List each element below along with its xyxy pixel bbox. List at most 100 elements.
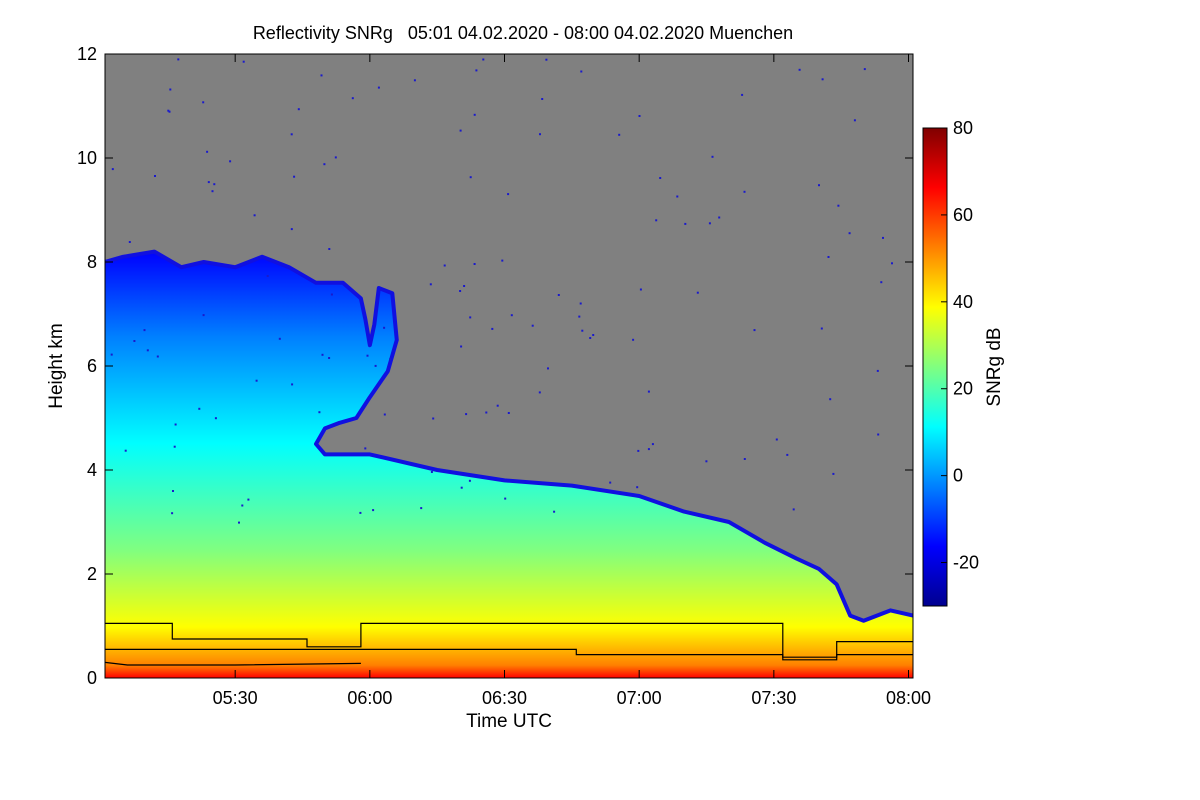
noise-speckle	[430, 471, 433, 473]
noise-speckle	[330, 293, 333, 296]
noise-speckle	[510, 314, 513, 317]
colorbar-tick-label: 60	[953, 205, 973, 225]
noise-speckle	[775, 438, 778, 441]
noise-speckle	[469, 176, 472, 179]
y-tick-label: 10	[77, 148, 97, 168]
x-tick-label: 07:00	[617, 688, 662, 708]
noise-speckle	[320, 74, 323, 77]
noise-speckle	[491, 327, 494, 330]
noise-speckle	[482, 58, 485, 61]
noise-speckle	[377, 86, 380, 89]
series-line-lower	[105, 661, 361, 666]
x-tick-label: 07:30	[751, 688, 796, 708]
y-tick-label: 0	[87, 668, 97, 688]
cloud-region	[105, 251, 913, 678]
noise-speckle	[882, 236, 884, 239]
noise-speckle	[647, 448, 650, 451]
noise-speckle	[711, 155, 714, 158]
noise-speckle	[818, 184, 820, 187]
noise-speckle	[432, 417, 435, 420]
noise-speckle	[146, 349, 149, 352]
noise-speckle	[143, 329, 146, 332]
noise-speckle	[374, 364, 377, 367]
noise-speckle	[632, 338, 635, 341]
noise-speckle	[531, 324, 534, 327]
x-axis: 05:30 06:00 06:30 07:00 07:30 08:00	[213, 54, 931, 708]
noise-speckle	[837, 204, 840, 207]
noise-speckle	[459, 290, 462, 292]
noise-speckle	[829, 398, 832, 401]
noise-speckle	[753, 329, 756, 332]
noise-speckle	[877, 433, 880, 436]
noise-speckle	[639, 288, 642, 291]
noise-speckle	[133, 340, 136, 342]
noise-speckle	[580, 70, 583, 73]
y-tick-label: 6	[87, 356, 97, 376]
noise-speckle	[659, 177, 662, 179]
y-tick-label: 2	[87, 564, 97, 584]
noise-speckle	[853, 119, 856, 122]
noise-speckle	[473, 263, 476, 265]
noise-speckle	[293, 175, 296, 178]
noise-speckle	[364, 447, 367, 450]
noise-speckle	[545, 58, 548, 61]
noise-speckle	[820, 327, 823, 330]
noise-speckle	[321, 353, 324, 356]
noise-speckle	[538, 391, 541, 394]
noise-speckle	[821, 78, 824, 81]
noise-speckles	[110, 58, 893, 524]
noise-speckle	[832, 472, 835, 475]
y-tick-label: 8	[87, 252, 97, 272]
noise-speckle	[211, 190, 214, 193]
noise-speckle	[553, 510, 556, 513]
noise-speckle	[501, 259, 504, 262]
noise-speckle	[581, 329, 584, 332]
noise-speckle	[266, 275, 269, 277]
noise-speckle	[708, 222, 711, 225]
noise-speckle	[172, 490, 174, 492]
noise-speckle	[741, 93, 744, 96]
noise-speckle	[507, 193, 510, 196]
noise-speckle	[460, 486, 463, 489]
noise-speckle	[167, 109, 170, 112]
noise-speckle	[496, 404, 499, 407]
noise-speckle	[420, 507, 423, 510]
noise-speckle	[638, 115, 641, 117]
noise-speckle	[798, 68, 801, 71]
noise-speckle	[253, 214, 256, 217]
noise-speckle	[198, 407, 201, 410]
x-tick-label: 06:00	[347, 688, 392, 708]
noise-speckle	[655, 219, 658, 222]
noise-speckle	[171, 512, 174, 515]
noise-speckle	[174, 423, 177, 426]
noise-speckle	[459, 129, 462, 132]
noise-speckle	[154, 175, 156, 177]
noise-speckle	[247, 498, 250, 501]
noise-speckle	[214, 417, 217, 420]
noise-speckle	[443, 264, 446, 267]
noise-speckle	[618, 133, 621, 136]
noise-speckle	[647, 390, 650, 393]
noise-speckle	[579, 302, 582, 305]
noise-speckle	[111, 168, 114, 171]
noise-speckle	[323, 163, 326, 166]
noise-speckle	[366, 354, 369, 357]
noise-speckle	[463, 285, 466, 287]
noise-speckle	[504, 497, 507, 500]
noise-speckle	[468, 479, 471, 482]
noise-speckle	[202, 101, 205, 104]
noise-speckle	[372, 509, 375, 512]
noise-speckle	[351, 97, 354, 100]
noise-speckle	[213, 183, 216, 186]
noise-speckle	[173, 445, 176, 448]
noise-speckle	[676, 195, 679, 198]
noise-speckle	[124, 449, 127, 452]
noise-speckle	[557, 294, 560, 296]
colorbar-axis: -20 0 20 40 60 80	[941, 118, 979, 573]
noise-speckle	[169, 88, 172, 91]
noise-speckle	[863, 68, 866, 71]
noise-speckle	[238, 521, 240, 524]
noise-speckle	[592, 334, 595, 336]
noise-speckle	[413, 79, 416, 82]
